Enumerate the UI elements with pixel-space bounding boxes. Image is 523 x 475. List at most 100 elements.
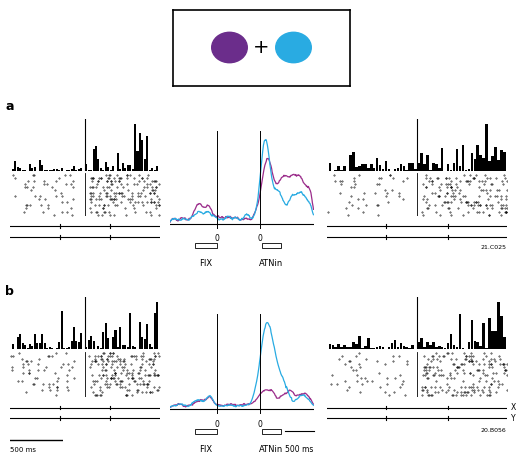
Bar bbox=[379, 346, 381, 349]
Bar bbox=[456, 347, 458, 349]
Bar bbox=[468, 169, 470, 171]
Bar bbox=[56, 348, 58, 349]
Bar bbox=[388, 169, 390, 171]
Bar bbox=[491, 156, 494, 171]
Bar bbox=[438, 346, 440, 349]
Bar bbox=[68, 170, 70, 171]
Bar bbox=[73, 327, 75, 349]
Bar bbox=[36, 343, 38, 349]
Bar bbox=[117, 347, 119, 349]
Bar bbox=[417, 342, 420, 349]
Bar bbox=[119, 169, 121, 171]
Bar bbox=[31, 346, 33, 349]
Bar bbox=[494, 147, 497, 171]
Bar bbox=[141, 337, 143, 349]
Bar bbox=[43, 343, 46, 349]
Bar bbox=[459, 314, 461, 349]
Bar bbox=[500, 150, 503, 171]
Text: a: a bbox=[5, 100, 14, 113]
Bar bbox=[344, 166, 346, 171]
Bar bbox=[105, 323, 107, 349]
Bar bbox=[358, 166, 361, 171]
Bar bbox=[385, 162, 388, 171]
Bar bbox=[382, 347, 384, 349]
Bar bbox=[146, 324, 149, 349]
Bar bbox=[328, 162, 331, 171]
Text: 0: 0 bbox=[214, 234, 219, 243]
Bar bbox=[405, 170, 408, 171]
Bar bbox=[12, 170, 14, 171]
Bar bbox=[328, 344, 331, 349]
Bar bbox=[464, 170, 467, 171]
Bar bbox=[127, 347, 129, 349]
Bar bbox=[476, 145, 479, 171]
Bar bbox=[403, 345, 405, 349]
Bar bbox=[56, 169, 58, 171]
Bar bbox=[103, 170, 105, 171]
Text: X: X bbox=[511, 403, 516, 412]
Bar bbox=[90, 336, 92, 349]
Text: 0: 0 bbox=[83, 180, 87, 190]
Bar bbox=[423, 164, 426, 171]
Bar bbox=[21, 343, 24, 349]
Bar bbox=[394, 169, 396, 171]
Bar bbox=[462, 144, 464, 171]
Text: FIX: FIX bbox=[199, 259, 212, 268]
Text: FIX: FIX bbox=[199, 445, 212, 454]
Bar bbox=[373, 168, 376, 171]
Ellipse shape bbox=[276, 32, 311, 63]
Bar bbox=[100, 348, 102, 349]
Text: 0: 0 bbox=[257, 234, 263, 243]
Bar bbox=[112, 166, 114, 171]
Bar bbox=[346, 347, 349, 349]
Text: 0: 0 bbox=[87, 180, 93, 190]
Bar bbox=[349, 155, 352, 171]
Bar bbox=[134, 348, 136, 349]
Bar bbox=[137, 151, 139, 171]
Bar bbox=[435, 164, 438, 171]
Bar bbox=[97, 346, 99, 349]
Bar bbox=[144, 159, 146, 171]
Bar bbox=[376, 347, 379, 349]
Text: 500 ms: 500 ms bbox=[285, 445, 314, 454]
Bar bbox=[476, 342, 479, 349]
Bar bbox=[61, 311, 63, 349]
Bar bbox=[51, 348, 53, 349]
Bar bbox=[146, 136, 149, 171]
Bar bbox=[78, 342, 80, 349]
Bar bbox=[156, 302, 158, 349]
Bar bbox=[68, 347, 70, 349]
Bar bbox=[81, 168, 82, 171]
Ellipse shape bbox=[212, 32, 247, 63]
Bar bbox=[39, 343, 41, 349]
Bar bbox=[129, 165, 131, 171]
Bar bbox=[195, 428, 217, 434]
Bar bbox=[335, 347, 337, 349]
Bar bbox=[379, 165, 381, 171]
Bar bbox=[262, 428, 281, 434]
Bar bbox=[141, 141, 143, 171]
Text: 0: 0 bbox=[214, 419, 219, 428]
Bar bbox=[49, 348, 51, 349]
Bar bbox=[408, 348, 411, 349]
Bar bbox=[441, 347, 444, 349]
Bar bbox=[364, 164, 367, 171]
Bar bbox=[444, 348, 447, 349]
Bar bbox=[352, 342, 355, 349]
Bar bbox=[103, 332, 105, 349]
Bar bbox=[355, 344, 358, 349]
Bar bbox=[367, 168, 370, 171]
Bar bbox=[400, 342, 402, 349]
Bar bbox=[488, 318, 491, 349]
Bar bbox=[370, 164, 372, 171]
Text: 21.C025: 21.C025 bbox=[480, 245, 506, 250]
Text: 0: 0 bbox=[420, 180, 425, 190]
Bar bbox=[485, 124, 488, 171]
Bar bbox=[12, 344, 14, 349]
Bar bbox=[110, 170, 112, 171]
Bar bbox=[129, 314, 131, 349]
Text: 0: 0 bbox=[415, 359, 419, 368]
Text: 500 ms: 500 ms bbox=[10, 446, 37, 453]
Bar bbox=[24, 345, 26, 349]
Bar bbox=[337, 166, 340, 171]
